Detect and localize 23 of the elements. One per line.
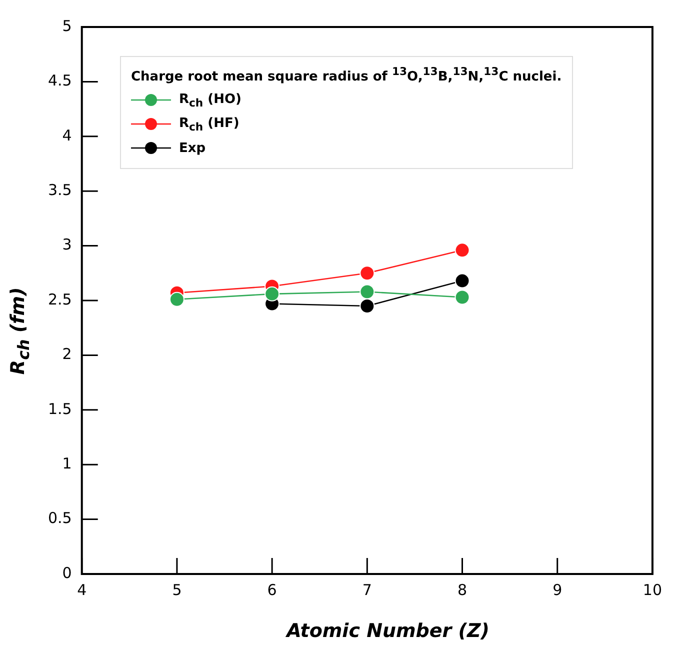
y-tick-label: 4.5 (48, 72, 72, 90)
x-tick-label: 8 (457, 580, 468, 599)
x-tick-label: 9 (552, 580, 562, 599)
x-tick-label: 6 (267, 580, 277, 599)
y-tick-label: 2.5 (48, 290, 72, 308)
y-tick-label: 3.5 (48, 180, 72, 199)
y-tick-label: 4 (62, 126, 72, 144)
y-tick-label: 3 (62, 236, 72, 254)
x-tick-label: 4 (77, 580, 87, 599)
y-tick-label: 5 (62, 16, 72, 35)
y-tick-label: 0 (62, 564, 72, 582)
y-tick-label: 1 (62, 454, 72, 472)
legend-label: Exp (179, 140, 206, 156)
x-tick-label: 5 (172, 580, 182, 599)
y-tick-label: 2 (62, 345, 72, 364)
y-tick-label: 0.5 (48, 509, 72, 528)
text: Charge root mean square radius of $^{13}$O,$^{13}$B,$^{13}$N,$^{13}$C nuclei. (131, 65, 562, 84)
x-axis-title: Atomic Number (Z) (284, 620, 490, 642)
x-tick-label: 7 (362, 580, 372, 599)
legend-label: R$_{ch}$ (HO) (179, 92, 242, 110)
legend-label: R$_{ch}$ (HF) (179, 116, 240, 134)
x-tick-label: 10 (642, 580, 662, 599)
y-tick-label: 1.5 (48, 400, 72, 418)
